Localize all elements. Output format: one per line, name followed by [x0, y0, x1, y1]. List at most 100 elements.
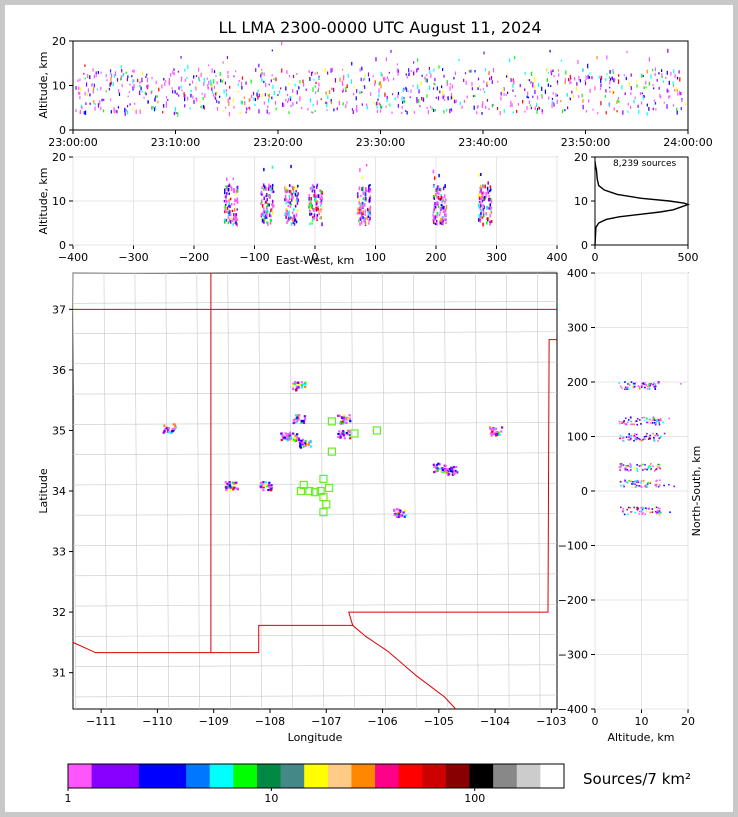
- time-height-source: [569, 97, 571, 99]
- ew-source: [223, 191, 226, 195]
- time-height-source: [382, 77, 385, 82]
- time-height-source: [614, 78, 616, 81]
- time-height-source: [653, 99, 655, 102]
- time-height-source: [376, 101, 378, 106]
- ew-source: [269, 195, 271, 199]
- ew-source: [319, 189, 321, 193]
- time-height-source: [240, 81, 243, 86]
- time-height-source: [110, 98, 112, 101]
- ew-source: [312, 207, 314, 211]
- ns-source: [650, 383, 652, 385]
- ns-height-xlabel: Altitude, km: [607, 731, 674, 744]
- map-source: [296, 414, 299, 417]
- ew-source: [264, 186, 267, 191]
- ns-source: [631, 481, 634, 483]
- time-height-source: [685, 102, 687, 106]
- time-height-source: [443, 94, 445, 98]
- colorbar-swatch: [445, 764, 470, 788]
- time-height-source: [609, 76, 611, 79]
- time-height-source: [551, 100, 553, 106]
- ns-ytick-label: 0: [581, 485, 588, 498]
- ew-source: [224, 208, 226, 212]
- ns-source: [634, 486, 637, 488]
- ns-source: [658, 510, 661, 512]
- map-source: [293, 382, 297, 385]
- time-height-source: [479, 88, 481, 91]
- ew-source: [266, 203, 269, 207]
- time-height-source: [314, 85, 316, 88]
- time-height-source: [551, 103, 553, 108]
- time-height-source: [661, 75, 663, 79]
- time-height-source: [309, 98, 311, 103]
- ew-source: [236, 208, 238, 211]
- ew-source: [310, 196, 312, 201]
- map-source: [297, 418, 300, 421]
- time-height-source: [512, 111, 514, 114]
- time-height-source: [458, 58, 460, 62]
- ew-source: [359, 222, 361, 226]
- time-height-source: [132, 79, 134, 84]
- map-source: [294, 434, 297, 437]
- map-source: [299, 443, 302, 447]
- ew-source: [230, 203, 233, 206]
- ew-source: [478, 213, 480, 218]
- time-height-source: [634, 96, 636, 99]
- time-height-source: [485, 105, 487, 109]
- time-height-source: [139, 111, 141, 114]
- time-height-source: [366, 105, 368, 110]
- ew-source: [486, 186, 489, 191]
- map-source: [163, 424, 166, 427]
- time-height-source: [229, 85, 231, 89]
- time-height-source: [600, 83, 602, 88]
- ns-source: [648, 465, 650, 467]
- time-height-source: [617, 99, 619, 102]
- ns-source: [643, 435, 646, 438]
- map-source: [339, 422, 342, 425]
- ew-source: [288, 184, 291, 187]
- time-height-source: [330, 101, 333, 105]
- time-height-source: [133, 83, 135, 89]
- map-source: [491, 430, 494, 433]
- ew-source: [488, 207, 490, 210]
- time-height-source: [556, 80, 559, 84]
- ew-source: [316, 200, 319, 205]
- time-height-source: [125, 109, 127, 112]
- time-height-source: [422, 97, 425, 102]
- time-height-source: [338, 100, 340, 106]
- time-height-source: [506, 91, 509, 94]
- ns-source: [627, 438, 629, 441]
- ns-source: [650, 465, 653, 467]
- map-source: [264, 481, 267, 484]
- time-height-source: [379, 109, 382, 113]
- time-height-source: [150, 90, 152, 95]
- map-source: [453, 472, 456, 476]
- time-height-source: [464, 72, 467, 75]
- colorbar-swatch: [304, 764, 329, 788]
- ew-source: [261, 212, 264, 216]
- ew-source: [269, 221, 272, 225]
- ew-source: [440, 195, 442, 200]
- ew-source: [478, 200, 481, 203]
- ew-source: [296, 185, 298, 190]
- map-source: [340, 416, 344, 419]
- ew-source: [432, 214, 434, 217]
- county-boundary: [413, 272, 417, 710]
- time-height-source: [600, 75, 602, 81]
- time-height-source: [243, 96, 245, 99]
- time-height-source: [461, 105, 463, 109]
- ew-source: [361, 176, 364, 180]
- time-height-source: [117, 106, 120, 109]
- ns-source: [658, 423, 661, 426]
- map-source: [171, 427, 174, 431]
- ew-source: [441, 216, 444, 221]
- time-height-source: [635, 80, 638, 83]
- ew-ytick-label: 10: [52, 195, 66, 208]
- time-height-source: [392, 77, 395, 81]
- time-height-source: [78, 86, 80, 91]
- ns-source: [624, 479, 626, 482]
- ew-source: [233, 203, 236, 206]
- colorbar: Sources/7 km² 1 10 100: [65, 763, 691, 805]
- map-xtick-label: −110: [142, 715, 172, 728]
- time-height-source: [476, 111, 478, 115]
- time-height-source: [426, 78, 428, 83]
